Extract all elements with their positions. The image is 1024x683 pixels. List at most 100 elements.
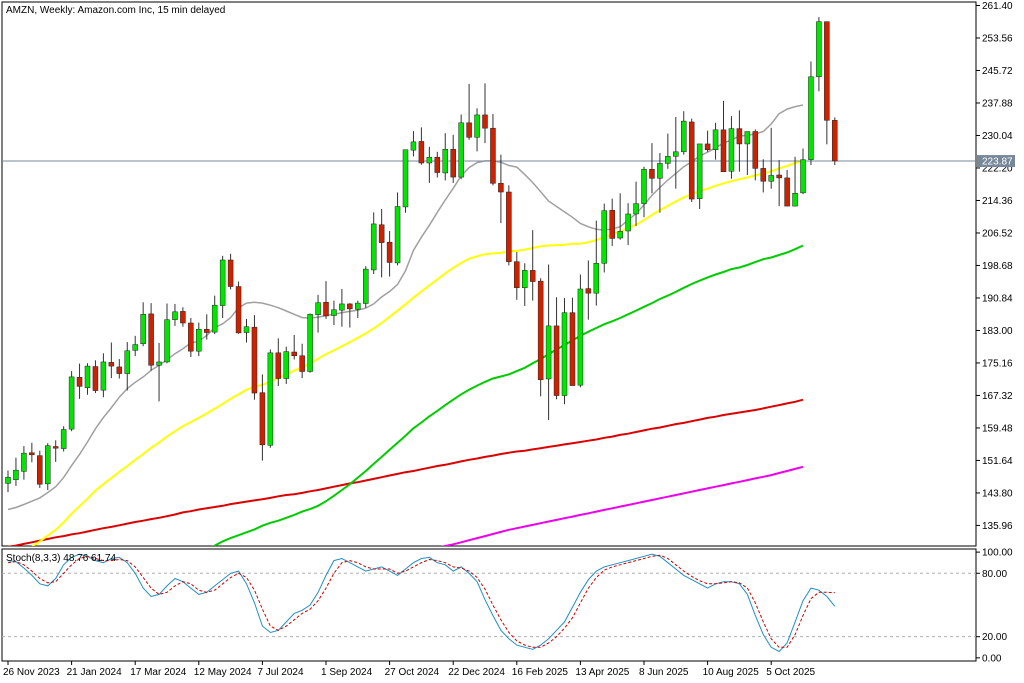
candle-bull	[545, 325, 552, 380]
candle-bear	[92, 366, 99, 391]
candle-bull	[13, 469, 19, 480]
stoch-chart-title: Stoch(8,3,3) 48.76 61.74	[6, 553, 117, 564]
stoch-y-tick-label: 80.00	[982, 569, 1007, 580]
x-tick-label: 17 Mar 2024	[130, 667, 187, 678]
candle-bear	[347, 303, 353, 310]
x-tick-label: 21 Jan 2024	[67, 667, 122, 678]
candle-bull	[5, 476, 11, 484]
candle-bear	[52, 446, 59, 449]
candle-bull	[402, 149, 409, 208]
candle-bull	[410, 141, 417, 151]
y-tick-label: 143.80	[982, 488, 1013, 499]
candle-bull	[156, 361, 162, 366]
stoch-y-tick-label: 0.00	[982, 653, 1002, 664]
candle-bull	[124, 350, 130, 374]
candle-bull	[331, 309, 337, 316]
main-plot-layer	[2, 17, 976, 546]
candle-bear	[323, 302, 329, 317]
candle-bull	[426, 156, 433, 164]
y-tick-label: 253.56	[982, 33, 1013, 44]
candle-bear	[514, 261, 520, 289]
x-tick-label: 13 Apr 2025	[575, 667, 629, 678]
x-tick-label: 27 Oct 2024	[385, 667, 440, 678]
sma-red-line	[7, 398, 804, 546]
y-tick-label: 206.52	[982, 228, 1013, 239]
candle-bear	[29, 452, 35, 456]
y-tick-label: 198.68	[982, 261, 1013, 272]
candle-bear	[188, 322, 194, 352]
main-panel	[1, 1, 977, 547]
candle-bull	[561, 312, 568, 396]
candle-bear	[529, 270, 536, 282]
candle-bear	[291, 351, 297, 356]
candle-bear	[37, 455, 43, 485]
stoch-panel	[1, 548, 977, 662]
candle-bull	[164, 319, 170, 363]
candle-bear	[490, 127, 496, 184]
candle-bear	[553, 325, 560, 396]
candle-bear	[466, 122, 472, 138]
candle-bull	[132, 344, 138, 351]
candle-bull	[363, 268, 369, 304]
candle-bear	[760, 168, 766, 182]
candle-bull	[792, 193, 798, 207]
candle-bear	[299, 355, 305, 372]
candle-bull	[283, 351, 289, 379]
candle-bear	[704, 143, 711, 150]
candle-bear	[688, 121, 695, 200]
candle-bull	[211, 304, 218, 333]
candle-bull	[712, 129, 719, 150]
sma-yellow-line	[31, 159, 804, 546]
axis-layer: 261.40 253.56 245.72 237.88 230.04 222.20 214.…	[3, 1, 1015, 678]
candle-bear	[108, 362, 115, 367]
candle-bull	[768, 175, 774, 182]
candle-bear	[227, 259, 234, 287]
candle-bear	[386, 241, 393, 263]
y-tick-label: 175.16	[982, 358, 1013, 369]
candle-bull	[140, 314, 146, 344]
y-tick-label: 151.64	[982, 456, 1013, 467]
x-tick-label: 1 Sep 2024	[321, 667, 373, 678]
candle-bull	[633, 203, 639, 215]
candle-bear	[824, 21, 830, 121]
candle-bear	[259, 392, 266, 446]
candle-bear	[148, 313, 154, 366]
candle-bull	[60, 429, 67, 449]
candle-bear	[482, 114, 488, 129]
candle-bull	[601, 210, 607, 264]
candle-bear	[434, 156, 441, 173]
sma-green-line	[212, 244, 804, 546]
candle-bull	[625, 213, 631, 232]
candle-bull	[728, 128, 735, 172]
candle-bull	[355, 302, 361, 310]
sma-magenta-line	[440, 465, 804, 546]
y-tick-label: 190.84	[982, 293, 1013, 304]
candle-bull	[808, 76, 814, 160]
y-tick-label: 159.48	[982, 423, 1013, 434]
candle-bear	[609, 210, 615, 239]
candle-bear	[569, 312, 576, 386]
candle-bear	[275, 352, 282, 379]
candle-bull	[593, 263, 600, 294]
candle-bull	[474, 114, 480, 138]
y-tick-label: 214.36	[982, 196, 1013, 207]
y-tick-label: 245.72	[982, 66, 1013, 77]
y-tick-label: 230.04	[982, 131, 1013, 142]
candle-bull	[617, 231, 623, 239]
candle-bull	[816, 21, 822, 78]
candle-bull	[219, 259, 226, 306]
candle-bear	[537, 280, 544, 381]
candle-bear	[251, 326, 258, 394]
stoch-plot-layer	[2, 553, 976, 653]
x-tick-label: 8 Jun 2025	[639, 667, 689, 678]
sma-gray-line	[7, 104, 804, 511]
candle-bear	[752, 131, 759, 169]
x-tick-label: 16 Feb 2025	[512, 667, 569, 678]
candle-bear	[418, 141, 425, 164]
y-tick-label: 261.40	[982, 1, 1013, 12]
candle-bear	[585, 288, 592, 294]
candle-bull	[21, 452, 27, 472]
candle-bull	[394, 206, 401, 264]
stoch-signal-line	[7, 554, 835, 648]
candle-bull	[673, 151, 679, 157]
